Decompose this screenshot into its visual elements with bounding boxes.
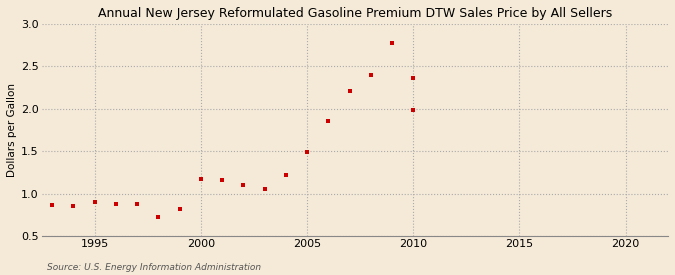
Text: Source: U.S. Energy Information Administration: Source: U.S. Energy Information Administ… [47,263,261,272]
Y-axis label: Dollars per Gallon: Dollars per Gallon [7,83,17,177]
Title: Annual New Jersey Reformulated Gasoline Premium DTW Sales Price by All Sellers: Annual New Jersey Reformulated Gasoline … [98,7,612,20]
